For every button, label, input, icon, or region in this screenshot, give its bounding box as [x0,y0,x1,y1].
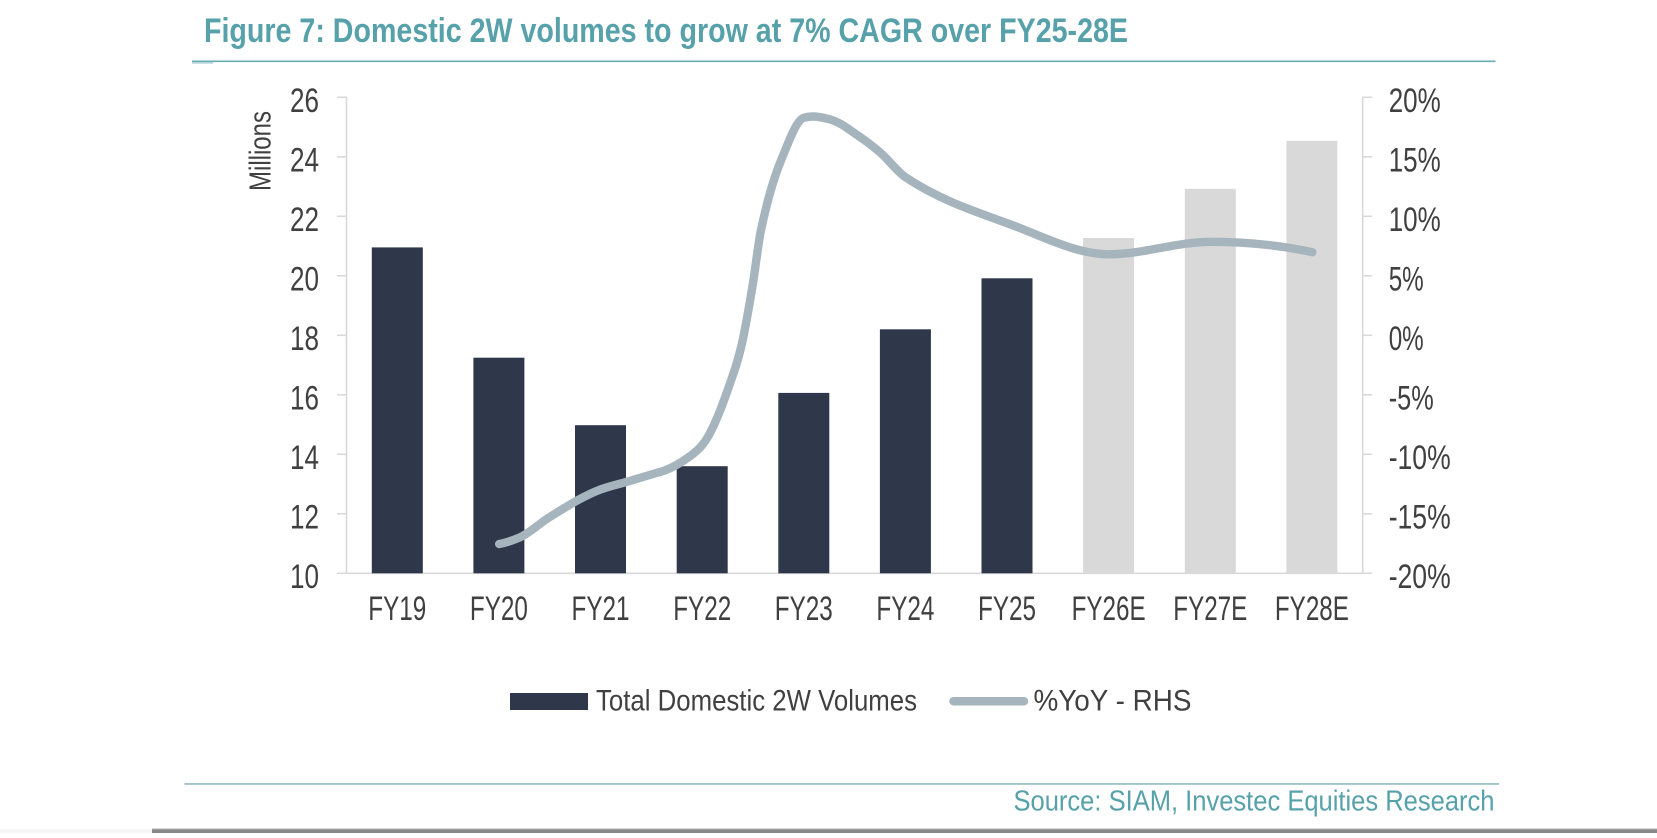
svg-text:5%: 5% [1389,260,1424,298]
svg-text:20: 20 [290,260,319,298]
svg-text:24: 24 [290,141,319,179]
svg-text:Millions: Millions [243,111,278,191]
svg-text:%YoY - RHS: %YoY - RHS [1034,684,1192,717]
svg-text:10: 10 [290,558,319,596]
svg-text:FY26E: FY26E [1072,590,1146,628]
svg-text:-15%: -15% [1389,498,1451,536]
svg-text:14: 14 [290,439,319,477]
svg-text:-20%: -20% [1389,558,1451,596]
svg-text:Figure 7: Domestic 2W volumes: Figure 7: Domestic 2W volumes to grow at… [204,12,1128,50]
svg-text:FY25: FY25 [978,590,1036,628]
svg-text:Total Domestic 2W Volumes: Total Domestic 2W Volumes [596,684,917,717]
svg-text:FY21: FY21 [572,590,630,628]
svg-text:-5%: -5% [1389,379,1434,417]
svg-text:20%: 20% [1389,82,1441,120]
svg-text:FY24: FY24 [876,590,934,628]
svg-text:12: 12 [290,498,319,536]
svg-text:FY23: FY23 [775,590,833,628]
svg-text:22: 22 [290,201,319,239]
svg-text:FY27E: FY27E [1173,590,1247,628]
svg-text:Source: SIAM, Investec Equitie: Source: SIAM, Investec Equities Research [1014,786,1495,818]
svg-text:26: 26 [290,82,319,120]
svg-text:10%: 10% [1389,201,1441,239]
svg-text:18: 18 [290,320,319,358]
svg-text:FY20: FY20 [470,590,528,628]
svg-text:0%: 0% [1389,320,1424,358]
svg-text:16: 16 [290,379,319,417]
svg-text:FY19: FY19 [368,590,426,628]
svg-text:15%: 15% [1389,141,1441,179]
svg-text:-10%: -10% [1389,439,1451,477]
svg-text:FY22: FY22 [673,590,731,628]
svg-text:FY28E: FY28E [1275,590,1349,628]
